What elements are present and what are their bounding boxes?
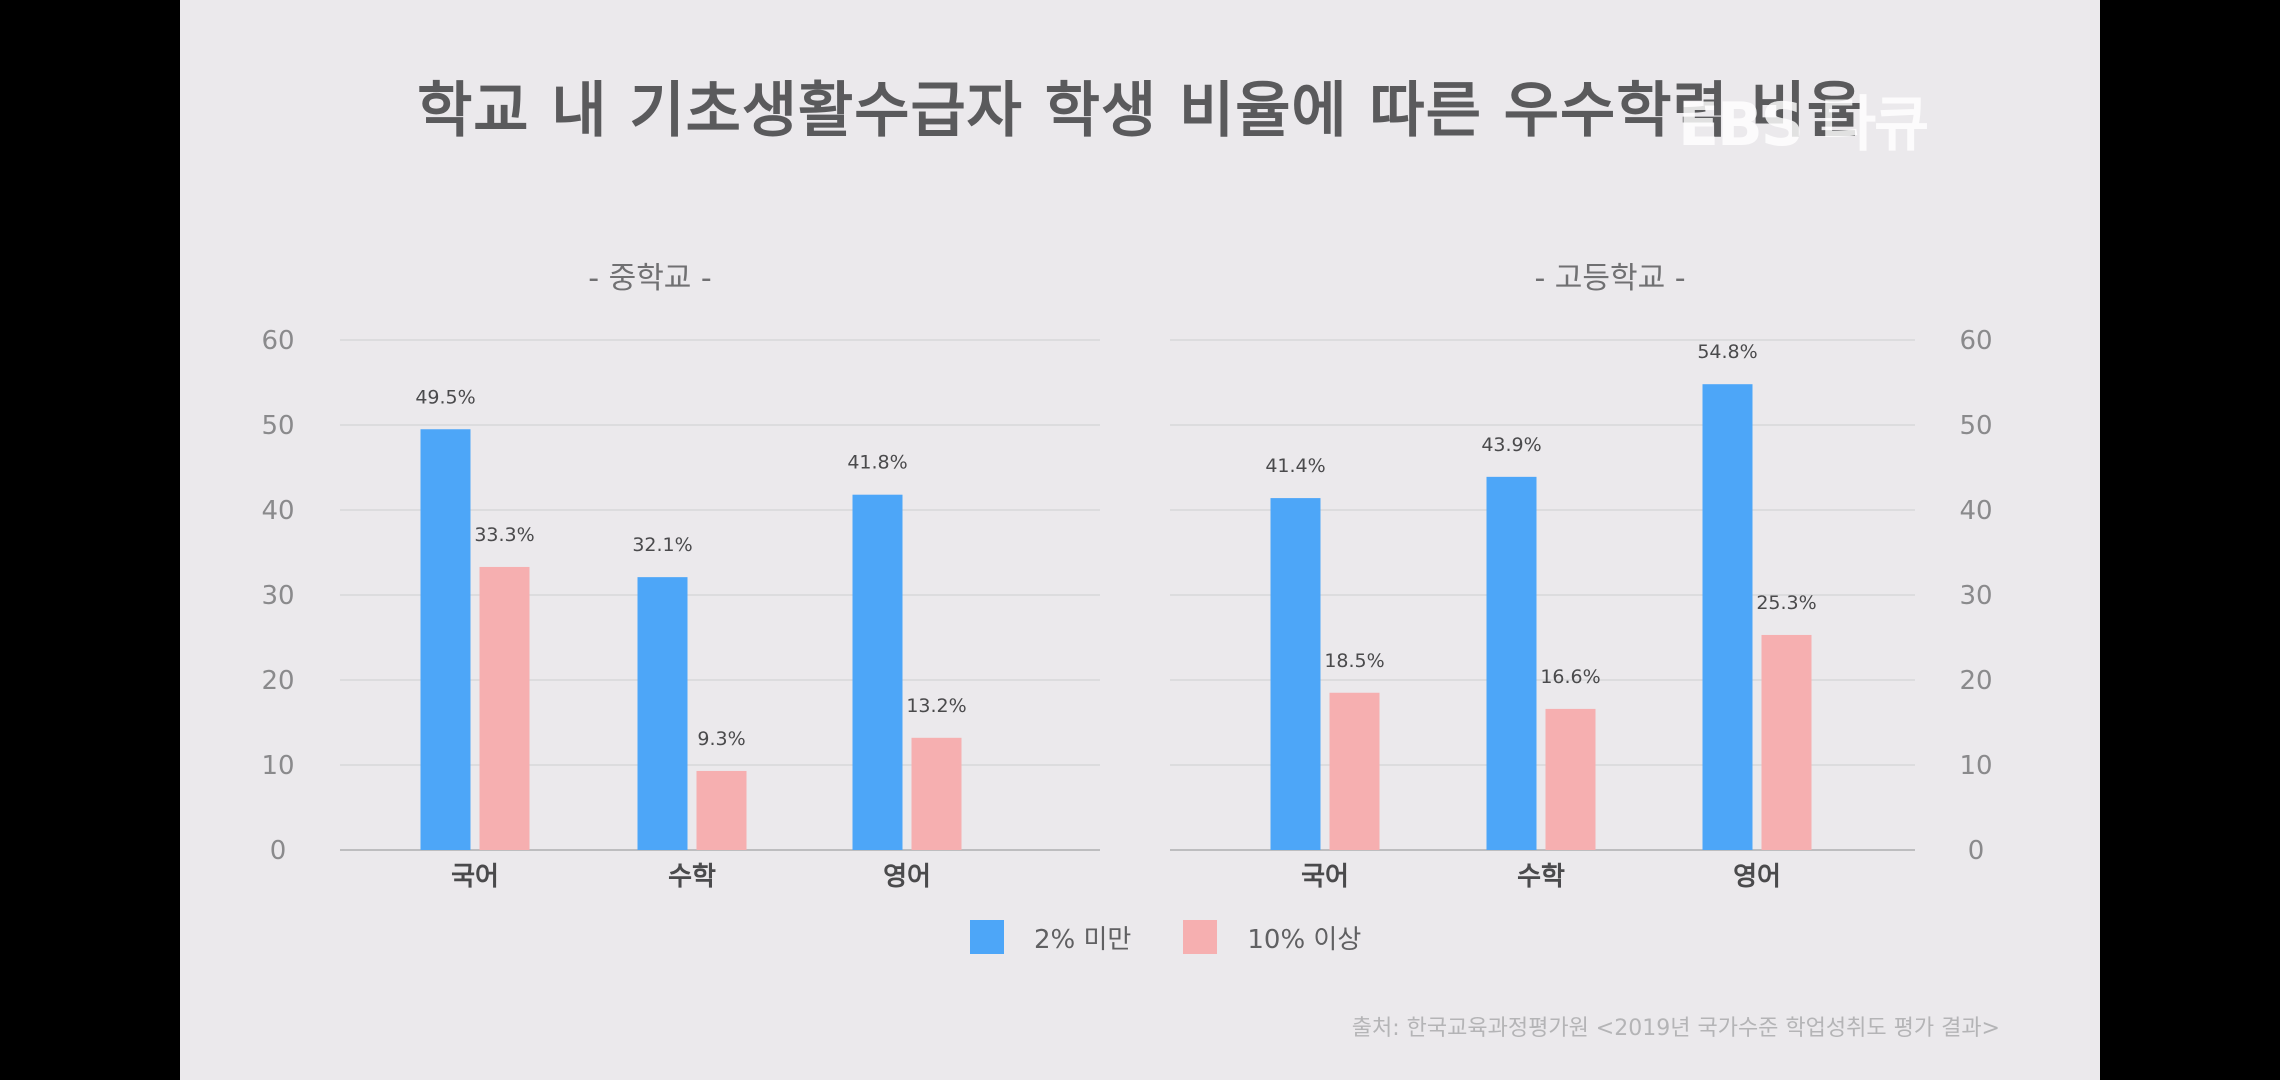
middle-school-data-label: 41.8%: [847, 452, 907, 474]
middle-school-bar-under-2pct: [852, 494, 903, 850]
high-school-y-tick-label: 20: [1959, 666, 1992, 696]
high-school-category-label: 영어: [1733, 862, 1781, 892]
high-school-data-label: 54.8%: [1697, 341, 1757, 363]
middle-school-y-tick-label: 20: [261, 666, 294, 696]
middle-school-data-label: 9.3%: [697, 728, 745, 750]
middle-school-y-tick-label: 30: [261, 581, 294, 611]
middle-school-data-label: 13.2%: [906, 695, 966, 717]
middle-school-data-label: 49.5%: [415, 386, 475, 408]
middle-school-y-tick-label: 0: [270, 836, 287, 866]
high-school-category-label: 수학: [1517, 862, 1565, 892]
high-school-data-label: 18.5%: [1324, 650, 1384, 672]
legend-swatch-under-2pct: [970, 920, 1004, 954]
high-school-category-label: 국어: [1301, 862, 1349, 892]
high-school-y-tick-label: 50: [1959, 411, 1992, 441]
middle-school-category-label: 영어: [883, 862, 931, 892]
high-school-data-label: 43.9%: [1481, 434, 1541, 456]
high-school-y-tick-label: 60: [1959, 326, 1992, 356]
middle-school-category-label: 수학: [668, 862, 716, 892]
source-note: 출처: 한국교육과정평가원 <2019년 국가수준 학업성취도 평가 결과>: [1351, 1016, 2000, 1041]
charts-canvas: - 중학교 - 0 10 20 30 40 50 60 49.5% 33.3% 국어 32.1% 9.3…: [261, 261, 1992, 892]
high-school-bar-over-10pct: [1329, 692, 1380, 850]
middle-school-category-label: 국어: [451, 862, 499, 892]
high-school-data-label: 25.3%: [1756, 592, 1816, 614]
middle-school-y-tick-label: 50: [261, 411, 294, 441]
middle-school-bar-under-2pct: [637, 577, 688, 850]
high-school-bar-under-2pct: [1702, 384, 1753, 850]
middle-school-bar-over-10pct: [911, 737, 962, 850]
legend-item-over-10pct: 10% 이상: [1183, 919, 1361, 956]
high-school-chart-title: - 고등학교 -: [1534, 261, 1685, 296]
middle-school-data-label: 32.1%: [632, 534, 692, 556]
middle-school-chart-title: - 중학교 -: [588, 261, 712, 296]
middle-school-data-label: 33.3%: [474, 524, 534, 546]
middle-school-bar-over-10pct: [479, 566, 530, 850]
high-school-y-tick-label: 0: [1968, 836, 1985, 866]
middle-school-y-tick-label: 60: [261, 326, 294, 356]
high-school-bar-under-2pct: [1270, 498, 1321, 850]
high-school-bar-over-10pct: [1545, 708, 1596, 850]
slide: 학교 내 기초생활수급자 학생 비율에 따른 우수학력 비율 EBS 다큐 - …: [180, 0, 2100, 1080]
high-school-data-label: 16.6%: [1540, 666, 1600, 688]
page-title: 학교 내 기초생활수급자 학생 비율에 따른 우수학력 비율: [417, 76, 1863, 146]
high-school-y-tick-label: 10: [1959, 751, 1992, 781]
legend-swatch-over-10pct: [1183, 920, 1218, 954]
middle-school-y-tick-label: 10: [261, 751, 294, 781]
middle-school-bar-under-2pct: [420, 429, 471, 850]
legend: 2% 미만 10% 이상: [970, 919, 1361, 956]
middle-school-bar-over-10pct: [696, 770, 747, 850]
high-school-bar-under-2pct: [1486, 476, 1537, 850]
middle-school-y-tick-label: 40: [261, 496, 294, 526]
high-school-y-tick-label: 30: [1959, 581, 1992, 611]
broadcaster-watermark: EBS 다큐: [1678, 90, 1929, 160]
high-school-bar-over-10pct: [1761, 634, 1812, 850]
high-school-y-tick-label: 40: [1959, 496, 1992, 526]
legend-label-under-2pct: 2% 미만: [1034, 924, 1132, 955]
legend-label-over-10pct: 10% 이상: [1247, 924, 1362, 955]
high-school-data-label: 41.4%: [1265, 455, 1325, 477]
legend-item-under-2pct: 2% 미만: [970, 919, 1131, 956]
